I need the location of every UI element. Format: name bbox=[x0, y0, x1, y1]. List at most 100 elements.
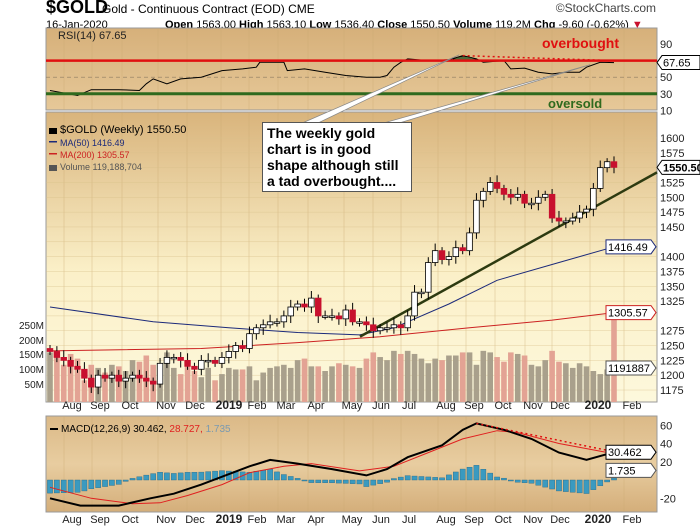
volume-bar bbox=[521, 355, 528, 402]
candle bbox=[184, 359, 191, 367]
volume-bar bbox=[205, 367, 211, 402]
volume-bar bbox=[349, 366, 356, 402]
macd-histogram-bar bbox=[260, 470, 267, 481]
volume-bar bbox=[569, 367, 576, 402]
volume-bar bbox=[466, 352, 473, 402]
x-tick-label: Aug bbox=[436, 400, 456, 412]
macd-histogram-bar bbox=[384, 479, 390, 483]
candle bbox=[610, 161, 618, 168]
volume-bar bbox=[604, 369, 610, 402]
candle bbox=[143, 377, 150, 382]
volume-bar bbox=[563, 363, 569, 402]
volume-bar bbox=[597, 374, 604, 402]
ma200-line bbox=[49, 312, 615, 352]
volume-bar bbox=[219, 374, 225, 402]
candle bbox=[67, 359, 74, 367]
x-tick-label: 2020 bbox=[585, 512, 612, 526]
candle bbox=[191, 365, 198, 370]
macd-tick-label: -20 bbox=[660, 493, 676, 505]
x-tick-label: Apr bbox=[307, 400, 324, 412]
legend-swatch bbox=[49, 153, 57, 155]
x-tick-label: Sep bbox=[464, 514, 484, 526]
candle bbox=[260, 324, 267, 329]
candle bbox=[514, 193, 521, 198]
macd-histogram-bar bbox=[81, 479, 88, 492]
price-tick-label: 1350 bbox=[660, 281, 684, 293]
macd-tick-label: 20 bbox=[660, 457, 672, 469]
macd-histogram-bar bbox=[308, 479, 315, 483]
macd-histogram-bar bbox=[129, 478, 136, 481]
macd-signal-line bbox=[49, 430, 615, 505]
volume-bar bbox=[67, 353, 74, 402]
macd-histogram-bar bbox=[329, 479, 335, 484]
price-tick-label: 1525 bbox=[660, 177, 684, 189]
macd-histogram-bar bbox=[556, 479, 562, 492]
volume-bar bbox=[356, 367, 363, 402]
candle bbox=[528, 202, 535, 206]
macd-histogram-bar bbox=[590, 479, 597, 490]
macd-legend-signal: 28.727, bbox=[169, 424, 205, 435]
macd-histogram-bar bbox=[569, 479, 576, 493]
candle bbox=[266, 321, 274, 326]
rsi-tick-label: 50 bbox=[660, 72, 672, 84]
macd-histogram-bar bbox=[157, 472, 163, 481]
candle bbox=[466, 232, 473, 252]
x-tick-label: 2019 bbox=[216, 512, 243, 526]
x-tick-label: Mar bbox=[277, 400, 296, 412]
down-arrow-icon: ▼ bbox=[631, 19, 643, 31]
x-tick-label: Jul bbox=[402, 400, 416, 412]
overbought-label: overbought bbox=[542, 35, 619, 51]
volume-bar bbox=[480, 350, 487, 402]
exchange: CME bbox=[288, 2, 315, 16]
volume-bar bbox=[267, 367, 273, 402]
candle bbox=[390, 324, 398, 329]
candle bbox=[321, 315, 329, 318]
rsi-legend: RSI(14) 67.65 bbox=[58, 30, 126, 42]
candle bbox=[445, 256, 453, 260]
volume-bar bbox=[239, 369, 246, 402]
volume-bar bbox=[294, 360, 301, 402]
last-ma200-tag-box bbox=[605, 305, 657, 321]
volume-tick-label: 50M bbox=[25, 380, 44, 391]
volume-bar bbox=[487, 352, 493, 402]
volume-bar bbox=[74, 358, 81, 402]
candle bbox=[218, 357, 226, 364]
macd-histogram-bar bbox=[391, 478, 397, 481]
macd-histogram-bar bbox=[611, 477, 617, 481]
macd-histogram-bar bbox=[171, 473, 177, 481]
last-rsi-tag: 67.65 bbox=[663, 58, 691, 70]
macd-histogram-bar bbox=[205, 471, 211, 481]
candle bbox=[115, 374, 122, 382]
x-tick-label: Jun bbox=[372, 514, 390, 526]
last-volume-tag-box bbox=[605, 360, 657, 376]
macd-histogram-bar bbox=[604, 479, 610, 483]
macd-histogram-bar bbox=[397, 476, 404, 481]
ma50-line bbox=[49, 246, 615, 336]
volume-bar bbox=[287, 367, 294, 402]
candle bbox=[438, 250, 446, 260]
volume-tick-label: 200M bbox=[19, 336, 44, 347]
price-tick-label: 1450 bbox=[660, 222, 684, 234]
volume-bar bbox=[342, 364, 349, 402]
macd-histogram-bar bbox=[583, 479, 590, 494]
volume-bar bbox=[508, 352, 514, 402]
volume-bar bbox=[260, 372, 267, 402]
candle bbox=[156, 362, 164, 385]
x-tick-label: Feb bbox=[248, 514, 267, 526]
macd-histogram-bar bbox=[576, 479, 583, 494]
volume-bar bbox=[425, 363, 432, 402]
macd-histogram-bar bbox=[411, 475, 418, 481]
volume-tick-label: 100M bbox=[19, 365, 44, 376]
x-tick-label: Sep bbox=[464, 400, 484, 412]
macd-histogram-bar bbox=[521, 479, 528, 483]
volume-bar bbox=[60, 364, 67, 402]
last-close-tag-box bbox=[656, 159, 700, 175]
macd-histogram-bar bbox=[315, 479, 322, 483]
candle bbox=[411, 291, 418, 317]
x-tick-label: 2020 bbox=[585, 398, 612, 412]
macd-histogram-bar bbox=[109, 479, 115, 486]
macd-histogram-bar bbox=[67, 479, 74, 493]
candle bbox=[74, 365, 81, 370]
price-tick-label: 1475 bbox=[660, 207, 684, 219]
